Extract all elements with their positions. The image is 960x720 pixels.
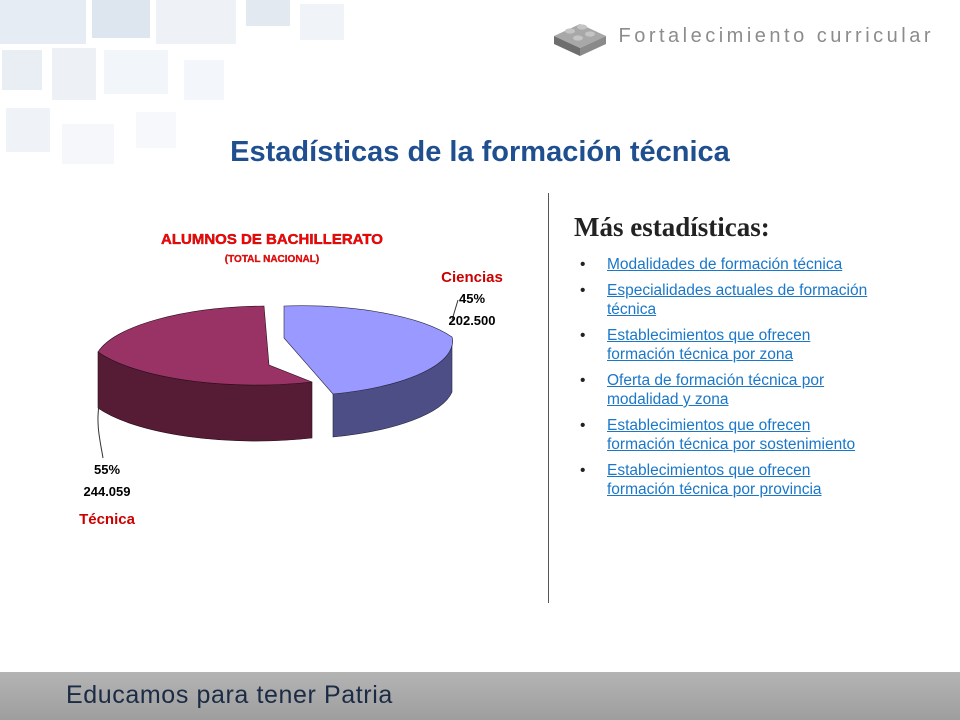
background-squares <box>0 0 344 164</box>
list-item: Establecimientos que ofrecen formación t… <box>574 416 874 454</box>
link-especialidades[interactable]: Especialidades actuales de formación téc… <box>607 282 868 318</box>
page-title: Estadísticas de la formación técnica <box>230 136 730 168</box>
link-establecimientos-provincia[interactable]: Establecimientos que ofrecen formación t… <box>607 462 822 498</box>
list-item: Especialidades actuales de formación téc… <box>574 281 874 319</box>
slice-value-ciencias: 202.500 <box>449 313 496 328</box>
divider <box>548 193 549 603</box>
pie-slice-ciencias <box>283 305 453 395</box>
chart-title: ALUMNOS DE BACHILLERATO <box>161 231 383 248</box>
list-item: Oferta de formación técnica por modalida… <box>574 371 874 409</box>
leader-line-tecnica <box>97 404 104 459</box>
pie-chart: ALUMNOS DE BACHILLERATO (TOTAL NACIONAL)… <box>79 231 503 528</box>
pie-slice-tecnica <box>97 305 313 386</box>
link-establecimientos-zona[interactable]: Establecimientos que ofrecen formación t… <box>607 327 811 363</box>
slice-label-tecnica: Técnica <box>79 511 136 528</box>
footer-bar: Educamos para tener Patria <box>0 672 960 720</box>
stats-link-list: Modalidades de formación técnica Especia… <box>574 255 874 499</box>
slice-label-ciencias: Ciencias <box>441 269 503 286</box>
link-establecimientos-sostenimiento[interactable]: Establecimientos que ofrecen formación t… <box>607 417 856 453</box>
slice-percent-ciencias: 45% <box>459 291 485 306</box>
slice-value-tecnica: 244.059 <box>84 484 131 499</box>
list-item: Establecimientos que ofrecen formación t… <box>574 326 874 364</box>
leader-line-ciencias <box>451 299 459 321</box>
more-stats-panel: Más estadísticas: Modalidades de formaci… <box>574 212 874 506</box>
chart-subtitle: (TOTAL NACIONAL) <box>225 254 319 265</box>
link-oferta-modalidad-zona[interactable]: Oferta de formación técnica por modalida… <box>607 372 825 408</box>
footer-slogan: Educamos para tener Patria <box>66 681 393 709</box>
brand: Fortalecimiento curricular <box>550 14 934 58</box>
slice-percent-tecnica: 55% <box>94 462 120 477</box>
more-stats-heading: Más estadísticas: <box>574 212 770 242</box>
lego-brick-icon <box>554 24 607 56</box>
list-item: Modalidades de formación técnica <box>574 255 874 274</box>
brand-text: Fortalecimiento curricular <box>618 24 934 47</box>
list-item: Establecimientos que ofrecen formación t… <box>574 461 874 499</box>
link-modalidades[interactable]: Modalidades de formación técnica <box>607 256 843 273</box>
